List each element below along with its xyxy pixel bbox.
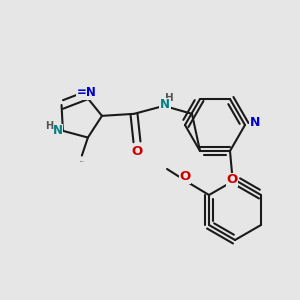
Text: N: N (53, 124, 63, 137)
Text: O: O (179, 170, 191, 184)
Text: N: N (160, 98, 170, 111)
Text: methyl: methyl (80, 160, 84, 161)
Text: O: O (131, 145, 142, 158)
Text: H: H (165, 93, 173, 103)
Text: H: H (45, 121, 53, 131)
Text: O: O (226, 173, 238, 187)
Text: N: N (250, 116, 260, 128)
Text: =N: =N (77, 86, 97, 99)
